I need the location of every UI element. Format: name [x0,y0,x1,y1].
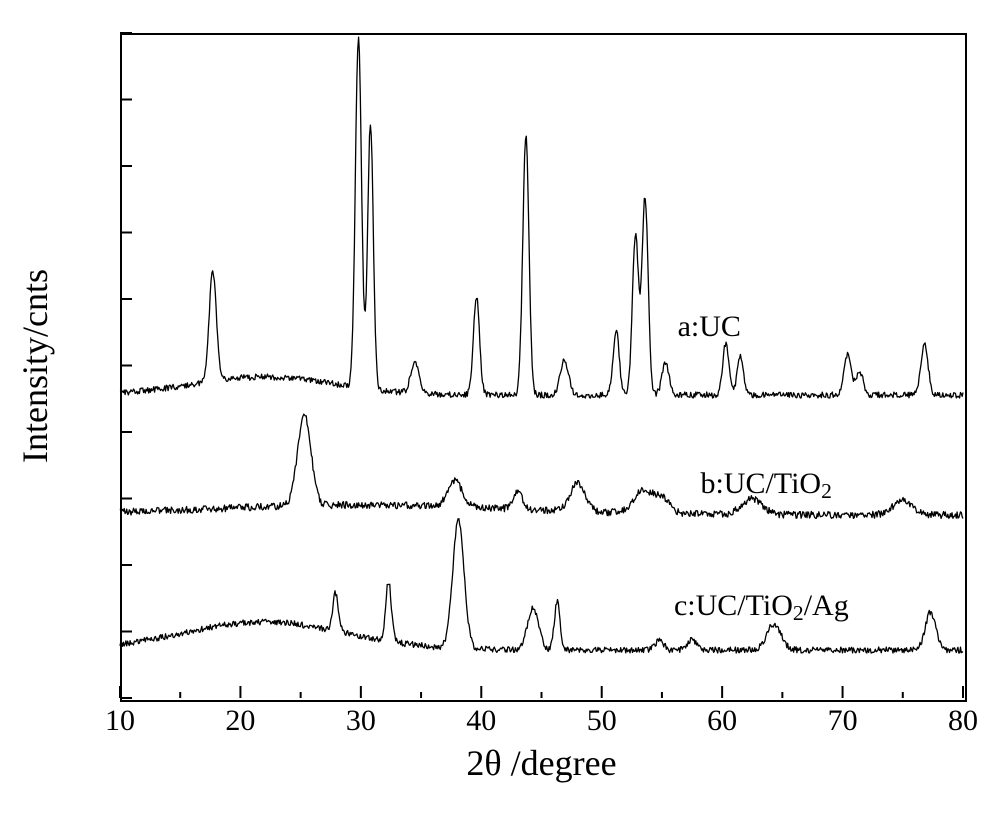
x-tick-label: 20 [210,704,270,738]
x-tick-label: 80 [933,704,993,738]
curve-a [120,37,963,398]
xrd-figure: 10 20 30 40 50 60 70 80 2θ /degree Intensity/cnts… [0,0,1000,831]
y-axis-label: Intensity/cnts [14,269,56,463]
x-tick-label: 60 [692,704,752,738]
x-tick-label: 40 [451,704,511,738]
x-tick-label: 50 [572,704,632,738]
x-tick-label: 70 [813,704,873,738]
curve-b [120,414,963,518]
x-tick-label: 10 [90,704,150,738]
curve-c [120,519,963,653]
x-tick-label: 30 [331,704,391,738]
series-label-b: b:UC/TiO2 [700,467,831,501]
series-label-c: c:UC/TiO2/Ag [674,589,849,623]
series-label-a: a:UC [678,310,741,344]
x-axis-label: 2θ /degree [392,742,692,784]
